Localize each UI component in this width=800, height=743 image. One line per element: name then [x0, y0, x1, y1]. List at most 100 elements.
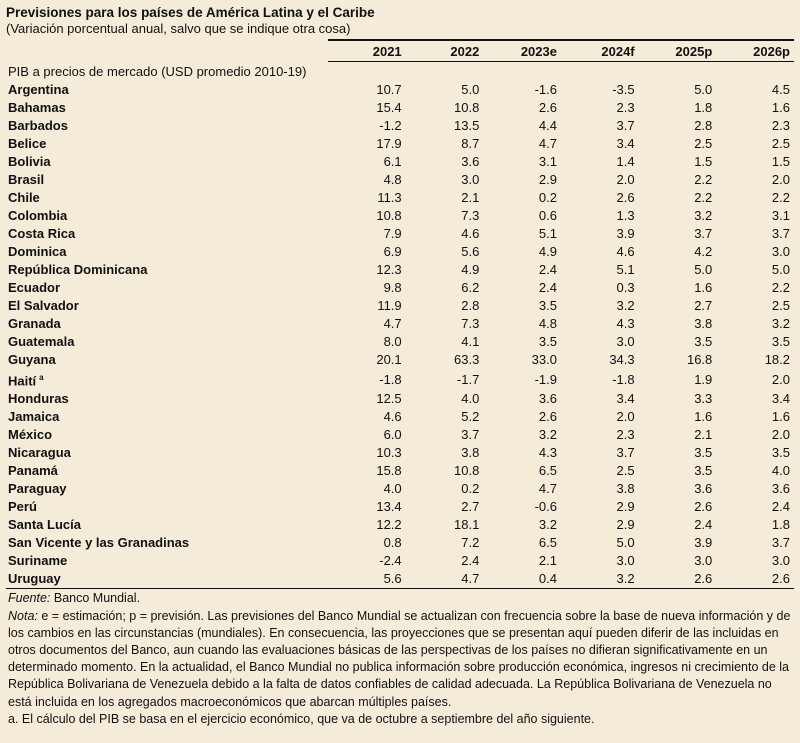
value-cell: 5.6	[328, 570, 406, 590]
value-cell: 5.6	[461, 244, 480, 259]
table-row: Guyana 20.1 63.3 33.0 34.3 16.8 18.2	[6, 351, 794, 369]
value-cell: 5.0	[771, 262, 790, 277]
value-cell: 2.6	[538, 100, 557, 115]
value-cell: 4.7	[383, 316, 402, 331]
country-name: Jamaica	[6, 408, 328, 426]
value-cell: 3.2	[538, 427, 557, 443]
value-cell: 3.2	[560, 570, 639, 590]
forecast-table-document: Previsiones para los países de América L…	[6, 5, 794, 726]
column-header: 2022	[405, 39, 484, 62]
column-header: 2026p	[716, 39, 794, 62]
value-cell: 6.9	[383, 244, 402, 259]
country-name: Barbados	[6, 117, 328, 135]
value-cell: 2.1	[461, 190, 480, 205]
country-label: Bolivia	[8, 154, 51, 169]
table-row: Uruguay 5.6 4.7 0.4 3.2 2.6 2.6	[6, 570, 794, 590]
value-cell: 4.7	[405, 570, 484, 590]
country-label: Uruguay	[8, 571, 61, 587]
value-cell: 3.9	[694, 535, 713, 551]
value-cell: 0.8	[383, 535, 402, 551]
country-name: Santa Lucía	[6, 516, 328, 534]
table-row: Jamaica 4.6 5.2 2.6 2.0 1.6 1.6	[6, 408, 794, 426]
value-cell: 3.6	[694, 481, 713, 497]
value-cell: 2.5	[771, 298, 790, 313]
value-cell: 4.3	[616, 316, 635, 331]
table-row: Suriname -2.4 2.4 2.1 3.0 3.0 3.0	[6, 552, 794, 570]
value-cell: 20.1	[376, 352, 402, 367]
country-name: Dominica	[6, 243, 328, 261]
value-cell: 6.5	[538, 463, 557, 479]
value-cell: 2.9	[538, 172, 557, 187]
country-name: Guyana	[6, 351, 328, 369]
country-name: Chile	[6, 189, 328, 207]
country-name: Costa Rica	[6, 225, 328, 243]
value-cell: 63.3	[454, 352, 480, 367]
value-cell: 2.7	[694, 298, 713, 313]
country-name: Bolivia	[6, 153, 328, 171]
value-cell: 2.4	[538, 262, 557, 277]
value-cell: 2.8	[694, 118, 713, 133]
country-name: República Dominicana	[6, 261, 328, 279]
value-cell: 2.1	[538, 553, 557, 569]
value-cell: 4.6	[461, 226, 480, 241]
value-cell: 15.4	[376, 100, 402, 115]
value-cell: 2.0	[616, 409, 635, 425]
value-cell: 3.4	[616, 136, 635, 151]
value-cell: 33.0	[531, 352, 557, 367]
country-name: Panamá	[6, 462, 328, 480]
value-cell: 4.6	[383, 409, 402, 425]
table-row: Bahamas 15.4 10.8 2.6 2.3 1.8 1.6	[6, 99, 794, 117]
value-cell: 3.1	[538, 154, 557, 169]
value-cell: 18.2	[764, 352, 790, 367]
value-cell: 2.5	[616, 463, 635, 479]
value-cell: 18.1	[454, 517, 480, 533]
value-cell: 2.6	[616, 190, 635, 205]
country-name: Granada	[6, 315, 328, 333]
table-row: Santa Lucía 12.2 18.1 3.2 2.9 2.4 1.8	[6, 516, 794, 534]
value-cell: 5.1	[616, 262, 635, 277]
source-line: Fuente: Banco Mundial.	[8, 590, 792, 607]
country-name: Brasil	[6, 171, 328, 189]
value-cell: 6.1	[383, 154, 402, 169]
value-cell: 4.7	[538, 481, 557, 497]
footnote-marker: a	[39, 373, 44, 382]
value-cell: 4.1	[461, 334, 480, 349]
table-row: México 6.0 3.7 3.2 2.3 2.1 2.0	[6, 426, 794, 444]
value-cell: 3.0	[616, 553, 635, 569]
value-cell: 3.6	[771, 481, 790, 497]
value-cell: 4.4	[538, 118, 557, 133]
value-cell: 2.0	[771, 371, 790, 387]
value-cell: 1.8	[694, 100, 713, 115]
value-cell: 2.7	[461, 499, 480, 515]
value-cell: 3.4	[771, 391, 790, 407]
value-cell: 3.5	[771, 334, 790, 349]
value-cell: 12.3	[376, 262, 402, 277]
value-cell: 9.8	[383, 280, 402, 295]
table-row: Honduras 12.5 4.0 3.6 3.4 3.3 3.4	[6, 390, 794, 408]
country-name: Colombia	[6, 207, 328, 225]
value-cell: 3.7	[616, 445, 635, 461]
value-cell: 4.2	[694, 244, 713, 259]
value-cell: 2.0	[616, 172, 635, 187]
value-cell: 4.0	[461, 391, 480, 407]
value-cell: 2.4	[694, 517, 713, 533]
table-title: Previsiones para los países de América L…	[6, 5, 375, 20]
country-label: Panamá	[8, 463, 58, 479]
value-cell: 4.0	[771, 463, 790, 479]
country-label: Honduras	[8, 391, 69, 407]
table-row: Paraguay 4.0 0.2 4.7 3.8 3.6 3.6	[6, 480, 794, 498]
source-text: Banco Mundial.	[53, 591, 141, 606]
country-label: Suriname	[8, 553, 68, 569]
value-cell: 17.9	[376, 136, 402, 151]
header-row: 2021 2022 2023e 2024f 2025p 2026p	[6, 39, 794, 62]
country-label: San Vicente y las Granadinas	[8, 535, 190, 551]
value-cell: 34.3	[609, 352, 635, 367]
column-header: 2021	[328, 39, 406, 62]
value-cell: 2.4	[461, 553, 480, 569]
country-label: México	[8, 427, 53, 443]
value-cell: 2.2	[771, 190, 790, 205]
country-name: Nicaragua	[6, 444, 328, 462]
value-cell: 4.6	[616, 244, 635, 259]
value-cell: 10.3	[376, 445, 402, 461]
value-cell: 0.3	[616, 280, 635, 295]
